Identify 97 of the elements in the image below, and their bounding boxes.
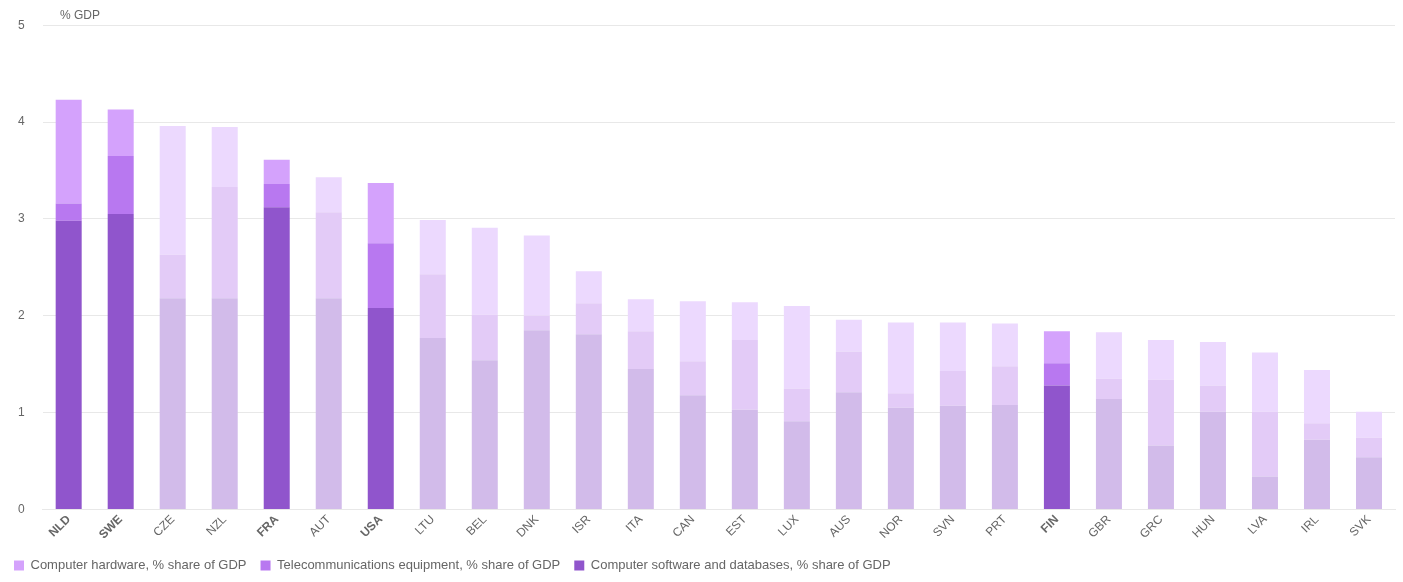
bar [1251, 476, 1278, 509]
bar [679, 301, 706, 362]
bar [523, 315, 550, 331]
bar [1355, 457, 1382, 509]
bar [1303, 439, 1330, 509]
bar [419, 274, 446, 339]
legend-label: Computer hardware, % share of GDP [30, 557, 247, 573]
bar [1147, 445, 1174, 509]
bar [575, 271, 602, 304]
bar [315, 177, 342, 213]
bar [991, 366, 1018, 405]
y-tick-label: 0 [17, 501, 25, 516]
x-tick-label: ITA [622, 512, 646, 535]
bar [1043, 363, 1070, 386]
bar [55, 220, 82, 509]
bar [627, 299, 654, 332]
bar [1251, 352, 1278, 412]
bar [783, 388, 810, 422]
bar [939, 322, 966, 371]
bar [55, 99, 82, 204]
bar [887, 322, 914, 394]
bar [1147, 339, 1174, 380]
x-tick-label: LTU [411, 512, 438, 538]
x-tick-label: BEL [463, 511, 490, 539]
bar [575, 303, 602, 335]
x-tick-label: NZL [203, 511, 230, 539]
bar [1095, 332, 1122, 379]
bar [939, 370, 966, 406]
y-tick-label: 3 [17, 211, 25, 226]
bar [211, 126, 238, 187]
bar [107, 155, 134, 215]
bar [471, 360, 498, 509]
bar [835, 351, 862, 393]
bar [835, 392, 862, 509]
bar [419, 219, 446, 275]
bar [887, 407, 914, 509]
bar [575, 334, 602, 509]
bar [1199, 385, 1226, 412]
bar [783, 306, 810, 389]
bar [1043, 331, 1070, 364]
bar [939, 405, 966, 509]
bar [263, 184, 290, 208]
bar [1095, 378, 1122, 400]
bar [55, 203, 82, 221]
bar [107, 214, 134, 509]
bar [367, 183, 394, 244]
bar [1043, 385, 1070, 509]
bar [419, 338, 446, 509]
bar [367, 243, 394, 309]
bar [627, 331, 654, 370]
bar [263, 159, 290, 185]
bar [211, 298, 238, 509]
x-tick-label: USA [357, 511, 386, 540]
bar [731, 339, 758, 410]
bar [211, 186, 238, 299]
bar [159, 125, 186, 255]
bar [471, 227, 498, 315]
bar [367, 308, 394, 509]
y-tick-label: 4 [17, 114, 25, 129]
bar [679, 361, 706, 396]
x-tick-label: ISR [569, 511, 594, 537]
bar [159, 254, 186, 299]
bar [1199, 411, 1226, 509]
y-tick-label: 1 [17, 404, 25, 419]
bar [263, 207, 290, 509]
bar [1147, 379, 1174, 446]
bar [887, 393, 914, 408]
bar [1355, 437, 1382, 458]
x-tick-label: IRL [1298, 511, 1322, 536]
bar [991, 323, 1018, 367]
bar [1303, 423, 1330, 440]
y-tick-label: 5 [17, 17, 25, 32]
bar [1355, 411, 1382, 438]
bar [1095, 399, 1122, 509]
bar [107, 109, 134, 156]
bar [731, 302, 758, 340]
bar [627, 369, 654, 509]
bar [835, 319, 862, 352]
bar [523, 235, 550, 316]
x-tick-label: FIN [1037, 512, 1062, 536]
legend-label: Computer software and databases, % share of GDP [590, 557, 891, 573]
bar [315, 212, 342, 299]
legend-label: Telecommunications equipment, % share of GDP [277, 557, 561, 573]
bar [159, 298, 186, 509]
y-tick-label: 2 [17, 308, 25, 323]
bar [471, 314, 498, 361]
bar [991, 404, 1018, 509]
bar [315, 298, 342, 509]
y-axis-title: % GDP [60, 7, 101, 22]
x-tick-label: LVA [1244, 512, 1270, 537]
bar [783, 421, 810, 509]
bar [1251, 411, 1278, 477]
bar [523, 330, 550, 509]
bar [731, 409, 758, 509]
bar [1303, 370, 1330, 424]
bar [679, 395, 706, 509]
bar [1199, 341, 1226, 386]
